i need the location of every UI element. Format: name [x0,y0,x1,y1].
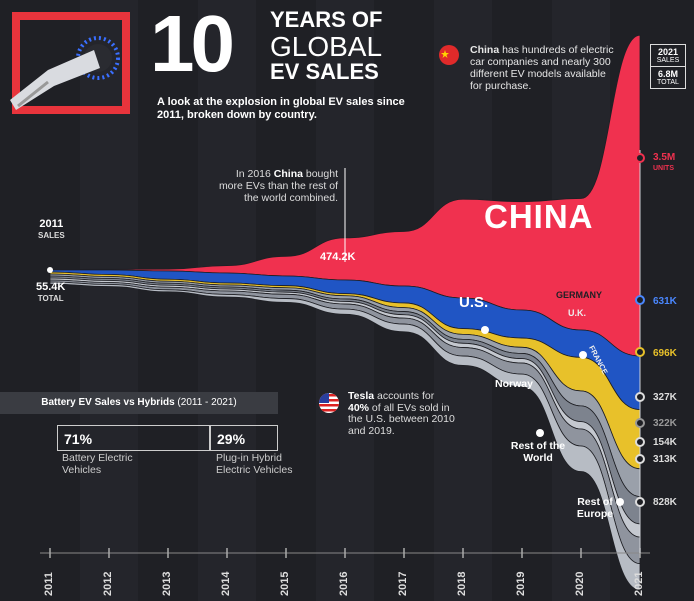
end-value-dot [635,437,645,447]
subtitle: A look at the explosion in global EV sal… [157,96,405,121]
end-value-dot [635,347,645,357]
ev-plug-icon [10,36,120,110]
end-value-uk: 327K [653,392,677,403]
phev-percent: 29% [210,425,278,451]
callout-dot [616,498,624,506]
end-value-dot [635,392,645,402]
legend-2021-box: 2021 SALES 6.8M TOTAL [650,44,686,89]
callout-dot [481,326,489,334]
year-tick-label: 2019 [515,571,527,596]
year-tick-label: 2014 [220,571,232,596]
bev-label: Battery Electric Vehicles [62,452,133,476]
big-number: 10 [150,0,235,88]
year-tick-label: 2021 [633,571,645,596]
china-label: CHINA [484,198,594,235]
end-value-norway: 154K [653,437,677,448]
start-year-label: 2011 SALES [38,218,65,241]
year-tick-label: 2011 [43,572,55,596]
end-value-dot [635,454,645,464]
china-2016-note: In 2016 China bought more EVs than the r… [218,168,338,204]
end-value-france: 322K [653,418,677,429]
china-2016-value: 474.2K [320,251,356,263]
ev-plug-logo-frame [12,12,130,114]
end-value-dot [635,418,645,428]
rest-world-label: Rest of the World [510,440,566,464]
title-line-1: YEARS OF [270,7,383,32]
title-line-2: GLOBAL [270,31,383,62]
year-tick-label: 2018 [456,571,468,596]
end-value-rest-europe: 828K [653,497,677,508]
title-line-3: EV SALES [270,59,379,84]
bev-percent: 71% [57,425,210,451]
year-tick-label: 2015 [279,571,291,596]
china-note: China has hundreds of electric car compa… [470,44,614,92]
rest-europe-label: Rest of Europe [576,496,614,520]
end-value-dot [635,497,645,507]
year-tick-label: 2020 [574,571,586,596]
end-value-dot [635,295,645,305]
callout-dot [536,429,544,437]
start-value-label: 55.4K TOTAL [36,281,66,304]
end-value-dot [635,153,645,163]
tesla-note: Tesla accounts for 40% of all EVs sold i… [348,390,455,437]
uk-label: U.K. [568,308,586,318]
year-tick-label: 2016 [338,571,350,596]
end-value-china: 3.5M UNITS [653,152,676,173]
end-value-rest-world: 313K [653,454,677,465]
year-tick-label: 2012 [102,571,114,596]
norway-label: Norway [495,378,533,390]
end-value-germany: 696K [653,348,677,359]
battery-section-title: Battery EV Sales vs Hybrids (2011 - 2021… [0,392,278,414]
start-dot [47,267,53,273]
phev-label: Plug-in Hybrid Electric Vehicles [216,452,293,476]
us-label: U.S. [459,294,489,311]
callout-dot [579,351,587,359]
year-tick-label: 2017 [397,571,409,596]
end-value-us: 631K [653,296,677,307]
us-flag-icon [319,393,339,413]
year-tick-label: 2013 [161,571,173,596]
germany-label: GERMANY [556,290,603,300]
area-rest-of-europe [49,281,641,591]
china-flag-icon [439,45,459,65]
